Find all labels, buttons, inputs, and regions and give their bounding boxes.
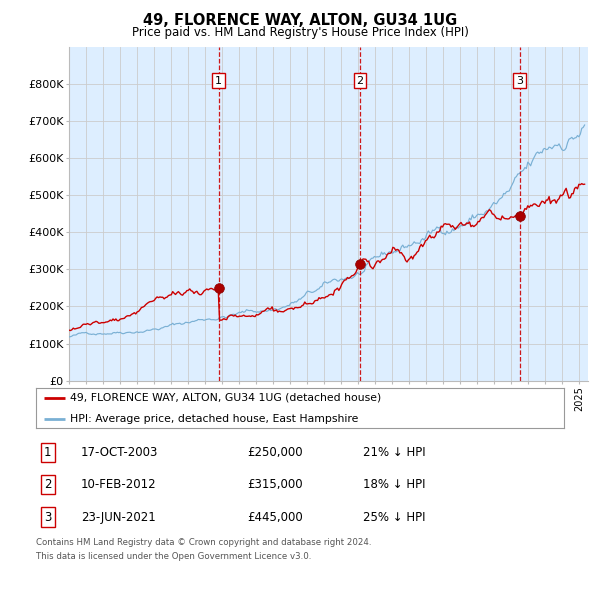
Text: 18% ↓ HPI: 18% ↓ HPI [364,478,426,491]
Text: 49, FLORENCE WAY, ALTON, GU34 1UG (detached house): 49, FLORENCE WAY, ALTON, GU34 1UG (detac… [70,393,382,402]
Text: 3: 3 [44,510,52,523]
Text: 1: 1 [44,446,52,459]
Text: 23-JUN-2021: 23-JUN-2021 [81,510,155,523]
Text: £445,000: £445,000 [247,510,303,523]
Text: 2: 2 [356,76,364,86]
Text: HPI: Average price, detached house, East Hampshire: HPI: Average price, detached house, East… [70,414,359,424]
Text: 25% ↓ HPI: 25% ↓ HPI [364,510,426,523]
Text: Contains HM Land Registry data © Crown copyright and database right 2024.: Contains HM Land Registry data © Crown c… [36,538,371,547]
Text: 21% ↓ HPI: 21% ↓ HPI [364,446,426,459]
Text: 10-FEB-2012: 10-FEB-2012 [81,478,157,491]
Text: £315,000: £315,000 [247,478,303,491]
Text: 49, FLORENCE WAY, ALTON, GU34 1UG: 49, FLORENCE WAY, ALTON, GU34 1UG [143,13,457,28]
Text: £250,000: £250,000 [247,446,303,459]
Text: 3: 3 [516,76,523,86]
Text: This data is licensed under the Open Government Licence v3.0.: This data is licensed under the Open Gov… [36,552,311,560]
Text: 1: 1 [215,76,222,86]
Text: Price paid vs. HM Land Registry's House Price Index (HPI): Price paid vs. HM Land Registry's House … [131,26,469,39]
Text: 2: 2 [44,478,52,491]
Text: 17-OCT-2003: 17-OCT-2003 [81,446,158,459]
